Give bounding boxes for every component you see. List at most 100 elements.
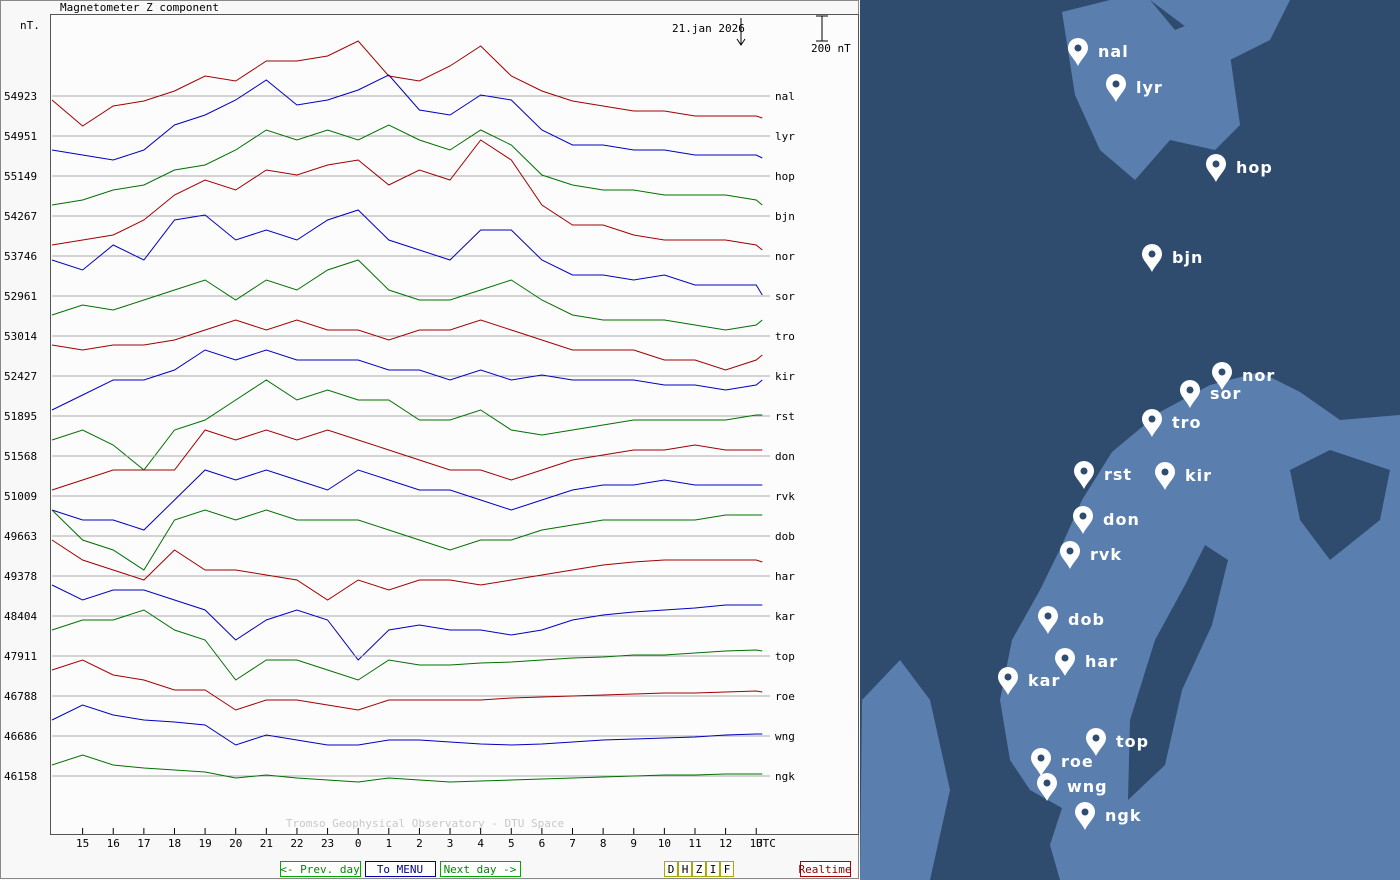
station-name[interactable]: hop — [1236, 158, 1273, 177]
x-tick-label: 17 — [137, 837, 150, 850]
station-pin[interactable] — [1074, 461, 1094, 489]
component-button-label[interactable]: I — [710, 863, 717, 876]
trace — [51, 704, 763, 746]
station-label: rst — [775, 410, 795, 423]
prev-button[interactable] — [280, 861, 361, 877]
station-name[interactable]: kar — [1028, 671, 1060, 690]
station-name[interactable]: nal — [1098, 42, 1129, 61]
station-pin[interactable] — [1180, 380, 1200, 408]
station-name[interactable]: sor — [1210, 384, 1241, 403]
pin-dot — [1066, 547, 1074, 555]
station-pin[interactable] — [1212, 362, 1232, 390]
station-name[interactable]: har — [1085, 652, 1118, 671]
station-name[interactable]: lyr — [1136, 78, 1163, 97]
menu-button-label[interactable]: To MENU — [377, 863, 423, 876]
station-pin[interactable] — [1068, 38, 1088, 66]
x-tick-label: 0 — [355, 837, 362, 850]
pin-dot — [1079, 512, 1087, 520]
pin-dot — [1092, 734, 1100, 742]
x-tick-label: 19 — [198, 837, 211, 850]
pin-dot — [1037, 754, 1045, 762]
trace — [51, 379, 763, 471]
pin-dot — [1161, 468, 1169, 476]
component-button-label[interactable]: H — [682, 863, 689, 876]
component-button[interactable] — [720, 861, 734, 877]
white-sea — [1290, 450, 1390, 560]
baltic-sea — [1128, 545, 1228, 800]
station-name[interactable]: bjn — [1172, 248, 1203, 267]
x-tick-label: 5 — [508, 837, 515, 850]
station-pin[interactable] — [1142, 244, 1162, 272]
station-label: don — [775, 450, 795, 463]
pin-dot — [1186, 386, 1194, 394]
component-button-label[interactable]: D — [668, 863, 675, 876]
x-axis-label: UTC — [756, 837, 776, 850]
realtime-button-label[interactable]: Realtime — [799, 863, 852, 876]
x-tick-label: 18 — [168, 837, 181, 850]
station-name[interactable]: tro — [1172, 413, 1202, 432]
next-button-label[interactable]: Next day -> — [444, 863, 517, 876]
station-name[interactable]: top — [1116, 732, 1149, 751]
pin-dot — [1074, 44, 1082, 52]
station-label: nor — [775, 250, 795, 263]
station-name[interactable]: rst — [1104, 465, 1132, 484]
pin-dot — [1212, 160, 1220, 168]
plot-frame — [50, 14, 859, 835]
station-pin[interactable] — [1037, 773, 1057, 801]
x-tick-label: 7 — [569, 837, 576, 850]
baseline-label: 46158 — [4, 770, 37, 783]
station-name[interactable]: kir — [1185, 466, 1212, 485]
station-name[interactable]: dob — [1068, 610, 1105, 629]
station-pin[interactable] — [1206, 154, 1226, 182]
station-name[interactable]: rvk — [1090, 545, 1122, 564]
component-button[interactable] — [692, 861, 706, 877]
station-pin[interactable] — [1155, 462, 1175, 490]
pin-dot — [1112, 80, 1120, 88]
x-tick-label: 22 — [290, 837, 303, 850]
station-name[interactable]: nor — [1242, 366, 1275, 385]
pin-dot — [1061, 654, 1069, 662]
credit: Tromso Geophysical Observatory - DTU Spa… — [286, 817, 564, 830]
station-label: sor — [775, 290, 795, 303]
date: 21.jan 2026 — [672, 22, 745, 35]
station-pin[interactable] — [1106, 74, 1126, 102]
station-pin[interactable] — [1142, 409, 1162, 437]
station-pin[interactable] — [1073, 506, 1093, 534]
station-label: wng — [775, 730, 795, 743]
station-pin[interactable] — [1075, 802, 1095, 830]
station-name[interactable]: don — [1103, 510, 1140, 529]
next-button[interactable] — [440, 861, 521, 877]
station-pin[interactable] — [1055, 648, 1075, 676]
station-pin[interactable] — [1031, 748, 1051, 776]
x-tick-label: 23 — [321, 837, 334, 850]
trace — [51, 124, 763, 206]
station-name[interactable]: wng — [1067, 777, 1108, 796]
station-label: bjn — [775, 210, 795, 223]
station-pin[interactable] — [1038, 606, 1058, 634]
trace — [51, 539, 763, 601]
prev-button-label[interactable]: <- Prev. day — [280, 863, 360, 876]
station-name[interactable]: ngk — [1105, 806, 1141, 825]
trace — [51, 429, 763, 491]
component-button[interactable] — [678, 861, 692, 877]
station-pin[interactable] — [1060, 541, 1080, 569]
component-button-label[interactable]: F — [724, 863, 731, 876]
menu-button[interactable] — [365, 861, 436, 877]
trace — [51, 259, 763, 331]
baseline-label: 46686 — [4, 730, 37, 743]
trace — [51, 609, 763, 681]
x-tick-label: 21 — [260, 837, 273, 850]
station-name[interactable]: roe — [1061, 752, 1094, 771]
x-tick-label: 1 — [385, 837, 392, 850]
pin-dot — [1004, 673, 1012, 681]
realtime-button[interactable] — [800, 861, 851, 877]
component-button[interactable] — [664, 861, 678, 877]
trace — [51, 469, 763, 531]
component-button-label[interactable]: Z — [696, 863, 703, 876]
station-pin[interactable] — [1086, 728, 1106, 756]
trace — [51, 754, 763, 783]
station-pin[interactable] — [998, 667, 1018, 695]
component-button[interactable] — [706, 861, 720, 877]
baseline-label: 53746 — [4, 250, 37, 263]
